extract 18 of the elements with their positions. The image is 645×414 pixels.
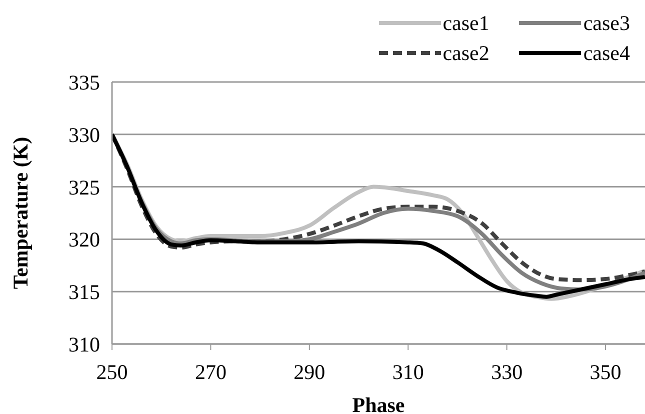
y-tick-label: 330 (68, 122, 100, 147)
x-tick-label: 290 (294, 360, 326, 384)
x-tick-label: 310 (392, 360, 424, 384)
x-tick-label: 270 (194, 360, 226, 384)
x-tick-label: 330 (491, 360, 523, 384)
legend-label: case1 (442, 10, 490, 36)
y-tick-label: 325 (68, 175, 100, 200)
y-tick-label: 315 (68, 280, 100, 304)
x-tick-label: 250 (96, 360, 128, 384)
x-axis-title: Phase (352, 393, 405, 414)
y-tick-label: 320 (68, 228, 100, 252)
x-tick-label: 350 (590, 360, 622, 384)
legend-label: case4 (583, 40, 630, 66)
y-tick-label: 310 (68, 332, 100, 356)
legend-label: case3 (583, 10, 630, 36)
y-axis-title: Temperature (K) (8, 136, 32, 290)
y-tick-label: 335 (68, 70, 100, 94)
legend-label: case2 (442, 40, 490, 66)
